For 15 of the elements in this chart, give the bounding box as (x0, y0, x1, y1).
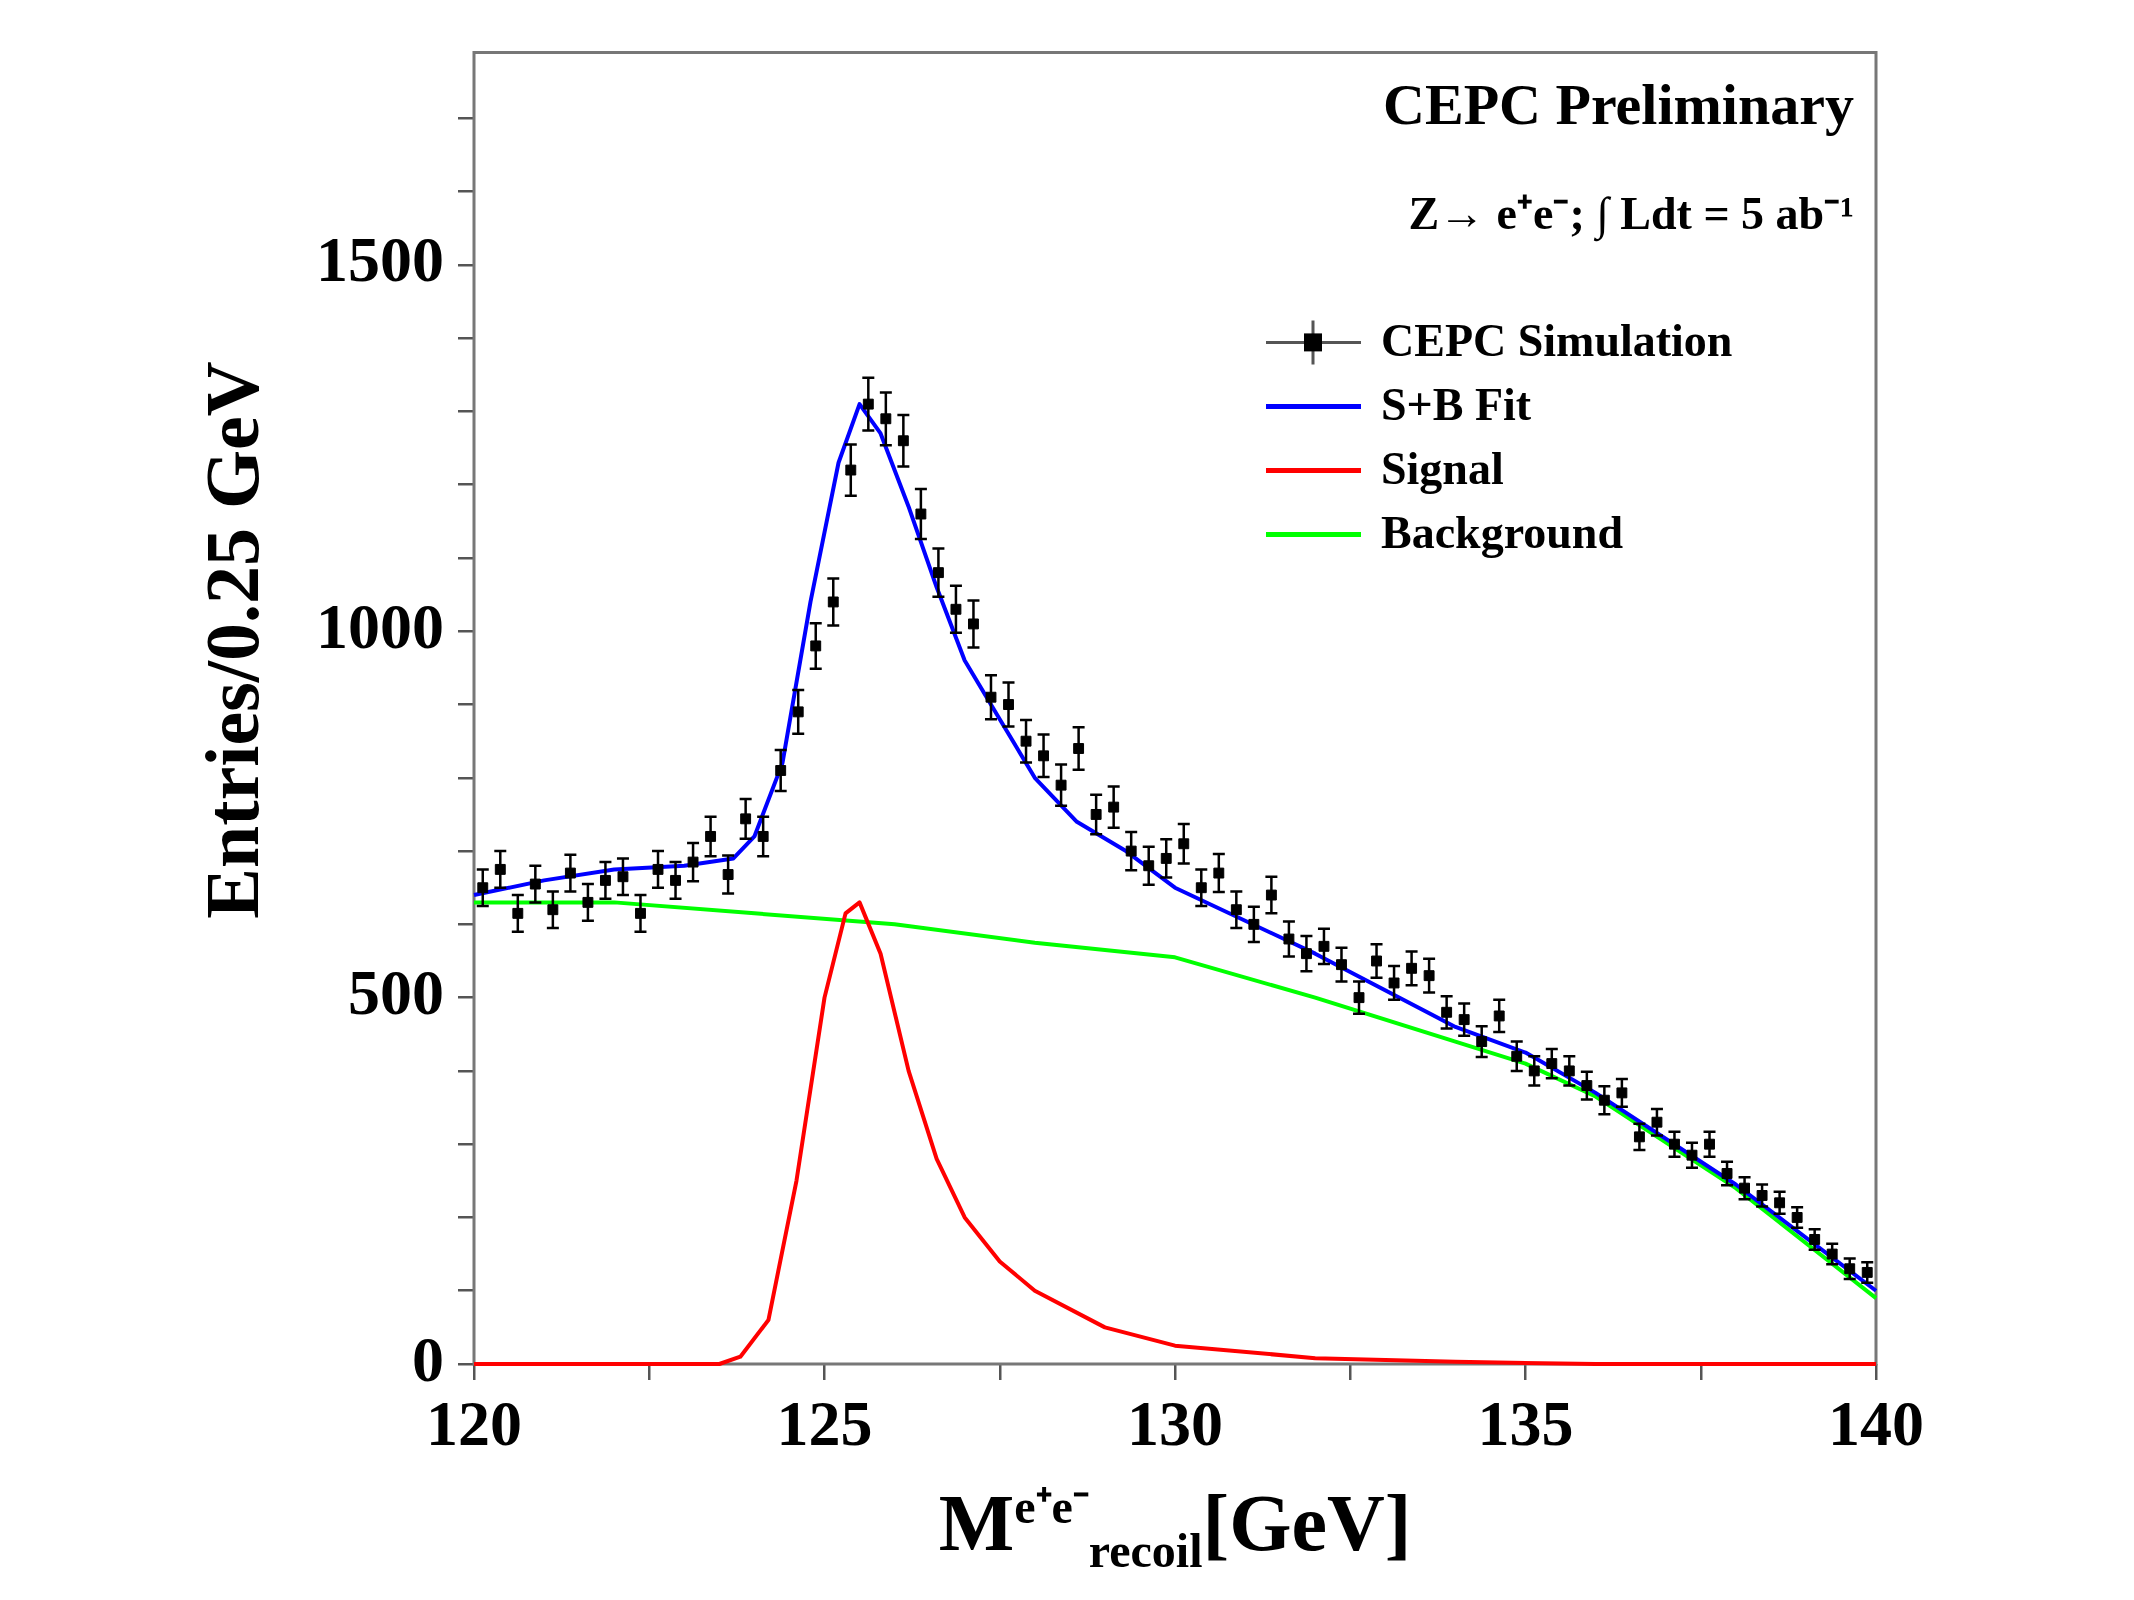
x-tick-label: 135 (1477, 1387, 1574, 1459)
legend-label: Signal (1381, 443, 1504, 495)
x-tick-label: 125 (776, 1387, 873, 1459)
y-tick-label: 1500 (316, 224, 444, 296)
annotation: CEPC Preliminary (1383, 72, 1854, 138)
x-tick-label: 140 (1828, 1387, 1924, 1459)
annotation: Z→ e⁺e⁻; ∫ Ldt = 5 ab⁻¹ (1408, 188, 1854, 243)
legend-label: Background (1381, 507, 1624, 559)
x-tick-label: 130 (1127, 1387, 1223, 1459)
y-axis-title: Entries/0.25 GeV (188, 361, 275, 919)
legend-label: S+B Fit (1381, 379, 1532, 431)
y-tick-label: 1000 (316, 590, 444, 662)
legend-label: CEPC Simulation (1381, 315, 1733, 367)
y-tick-label: 500 (348, 957, 444, 1029)
x-axis-title: M$^{e⁺e⁻}$$_{recoil}$[GeV] (938, 1478, 1412, 1579)
